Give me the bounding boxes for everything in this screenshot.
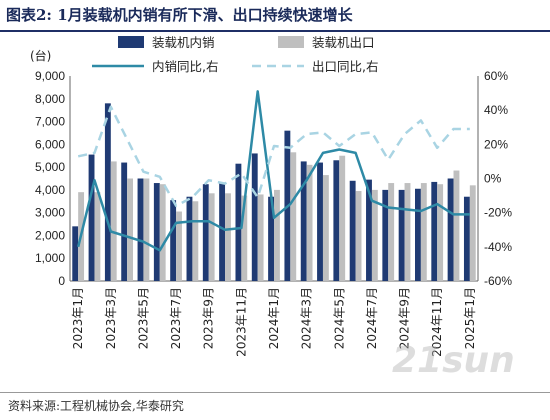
y-left-tick-label: 0 bbox=[58, 274, 65, 288]
x-tick-label: 2024年1月 bbox=[267, 287, 281, 349]
domestic-sales-bar bbox=[88, 154, 95, 281]
domestic-yoy-line bbox=[76, 90, 470, 252]
x-tick-label: 2024年9月 bbox=[398, 287, 412, 349]
export-sales-bar bbox=[322, 175, 329, 281]
legend-domestic-sales-label: 装载机内销 bbox=[152, 35, 215, 50]
export-sales-bar bbox=[225, 193, 231, 281]
legend-export-sales-swatch bbox=[278, 36, 304, 48]
x-tick-label: 2025年1月 bbox=[463, 287, 477, 349]
domestic-sales-bar bbox=[104, 103, 111, 281]
y-right-tick-label: -40% bbox=[484, 240, 512, 254]
domestic-sales-bar bbox=[235, 163, 242, 281]
domestic-sales-bar bbox=[170, 200, 177, 281]
export-sales-bar bbox=[306, 164, 313, 281]
x-tick-label: 2023年3月 bbox=[104, 287, 118, 349]
domestic-sales-bar bbox=[186, 196, 193, 281]
export-sales-bar bbox=[404, 183, 411, 281]
source-note: 资料来源:工程机械协会,华泰研究 bbox=[8, 399, 184, 413]
y-right-tick-label: 40% bbox=[484, 103, 508, 117]
legend-export-sales-label: 装载机出口 bbox=[312, 35, 375, 50]
x-tick-label: 2023年5月 bbox=[136, 287, 150, 349]
y-right-tick-label: -20% bbox=[484, 206, 512, 220]
export-sales-bar bbox=[355, 191, 362, 281]
title-divider bbox=[0, 30, 550, 32]
export-sales-bar bbox=[339, 155, 346, 281]
y-left-tick-label: 2,000 bbox=[35, 228, 65, 242]
x-tick-label: 2023年1月 bbox=[71, 287, 85, 349]
export-sales-bar bbox=[143, 178, 150, 281]
x-tick-label: 2024年3月 bbox=[300, 287, 314, 349]
export-sales-bar bbox=[159, 184, 166, 281]
legend-domestic-yoy-label: 内销同比,右 bbox=[152, 59, 218, 74]
y-right-tick-label: 0% bbox=[484, 172, 502, 186]
x-tick-label: 2023年11月 bbox=[234, 287, 248, 357]
x-tick-label: 2024年7月 bbox=[365, 287, 379, 349]
export-sales-bar bbox=[241, 195, 248, 281]
domestic-sales-bar bbox=[72, 226, 79, 281]
domestic-sales-bar bbox=[121, 162, 128, 281]
domestic-sales-bar bbox=[251, 153, 258, 281]
domestic-sales-bar bbox=[300, 161, 307, 281]
domestic-sales-bar bbox=[349, 180, 356, 281]
domestic-sales-bar bbox=[431, 181, 438, 281]
export-sales-bar bbox=[257, 194, 264, 281]
x-tick-label: 2024年11月 bbox=[430, 287, 444, 357]
y-right-tick-label: 60% bbox=[484, 69, 508, 83]
y-left-tick-label: 5,000 bbox=[35, 160, 65, 174]
export-sales-bar bbox=[420, 183, 427, 281]
y-left-tick-label: 3,000 bbox=[35, 206, 65, 220]
x-tick-label: 2023年9月 bbox=[202, 287, 216, 349]
x-tick-label: 2023年7月 bbox=[169, 287, 183, 349]
y-left-tick-label: 1,000 bbox=[35, 251, 65, 265]
watermark-logo: 21sun bbox=[392, 340, 515, 381]
export-sales-bar bbox=[274, 189, 280, 281]
y-left-tick-label: 6,000 bbox=[35, 137, 65, 151]
y-right-tick-label: -60% bbox=[484, 274, 512, 288]
export-sales-bar bbox=[94, 192, 101, 281]
y-left-tick-label: 8,000 bbox=[35, 92, 65, 106]
export-sales-bar bbox=[192, 201, 199, 281]
domestic-sales-bar bbox=[137, 178, 144, 281]
export-sales-bar bbox=[208, 193, 215, 281]
y-left-tick-label: 7,000 bbox=[35, 115, 65, 129]
domestic-sales-bar bbox=[447, 178, 454, 281]
footer-divider bbox=[0, 392, 550, 393]
domestic-sales-bar bbox=[202, 184, 209, 281]
y-left-unit-label: (台) bbox=[30, 48, 51, 63]
domestic-sales-bar bbox=[463, 196, 470, 281]
export-yoy-line bbox=[77, 105, 470, 208]
export-sales-bar bbox=[437, 184, 444, 281]
legend-export-yoy-label: 出口同比,右 bbox=[312, 59, 378, 74]
domestic-sales-bar bbox=[317, 162, 323, 281]
domestic-sales-bar bbox=[382, 189, 389, 281]
x-tick-label: 2024年5月 bbox=[332, 287, 346, 349]
y-right-tick-label: 20% bbox=[484, 137, 508, 151]
y-left-tick-label: 9,000 bbox=[35, 69, 65, 83]
export-sales-bar bbox=[127, 178, 133, 281]
domestic-sales-bar bbox=[398, 189, 405, 281]
export-sales-bar bbox=[290, 152, 297, 281]
export-sales-bar bbox=[388, 183, 395, 281]
domestic-sales-bar bbox=[219, 183, 226, 281]
chart-title: 图表2: 1月装载机内销有所下滑、出口持续快速增长 bbox=[6, 6, 353, 24]
export-sales-bar bbox=[469, 185, 476, 281]
domestic-sales-bar bbox=[153, 183, 160, 281]
domestic-sales-bar bbox=[415, 188, 421, 281]
domestic-sales-bar bbox=[333, 160, 340, 281]
export-sales-bar bbox=[371, 189, 378, 281]
domestic-sales-bar bbox=[366, 179, 372, 281]
export-sales-bar bbox=[110, 161, 117, 281]
domestic-sales-bar bbox=[268, 196, 274, 281]
export-sales-bar bbox=[453, 170, 460, 281]
legend-domestic-sales-swatch bbox=[118, 36, 144, 48]
y-left-tick-label: 4,000 bbox=[35, 183, 65, 197]
export-sales-bar bbox=[176, 211, 182, 281]
